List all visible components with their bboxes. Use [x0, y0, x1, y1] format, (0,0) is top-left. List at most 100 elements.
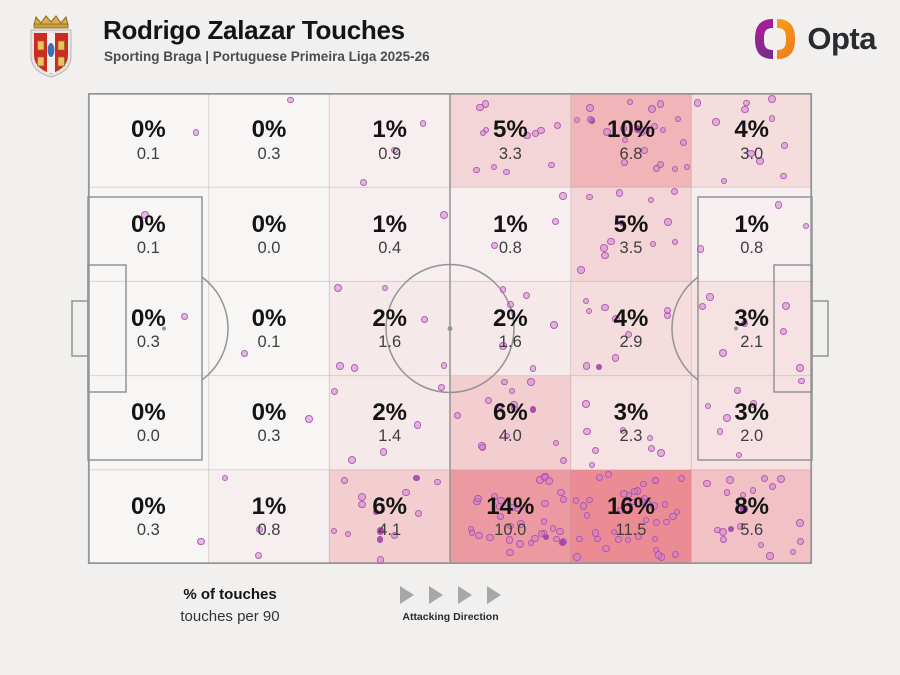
touch-dot: [545, 477, 553, 485]
zone-per90-value: 0.1: [136, 144, 160, 163]
zone-pct-value: 0%: [130, 210, 166, 238]
touch-dot: [749, 400, 758, 408]
touch-dot: [527, 539, 534, 547]
touch-dot: [556, 527, 564, 535]
zone-pct-value: 0%: [130, 398, 166, 426]
touch-dot: [592, 529, 600, 537]
touch-dot: [537, 126, 545, 135]
touch-dot: [758, 541, 765, 548]
touch-dot: [693, 99, 702, 107]
touch-dot: [718, 527, 727, 536]
touch-dot: [797, 538, 804, 546]
touch-dot: [723, 414, 732, 423]
touch-dot: [221, 475, 228, 482]
touch-dot: [510, 400, 518, 409]
touch-dot: [615, 189, 624, 197]
zone-per90-value: 1.6: [498, 332, 522, 351]
touch-dot: [802, 222, 809, 229]
touch-dot: [402, 488, 410, 497]
touch-dot: [611, 354, 619, 362]
zone-per90-value: 1.6: [378, 332, 402, 351]
touch-dot: [768, 94, 777, 103]
zone-label: 1% 0.4: [329, 187, 450, 281]
touch-dot: [344, 530, 352, 538]
touch-dot: [358, 500, 366, 509]
touch-dot: [476, 103, 484, 112]
touch-dot: [617, 507, 625, 514]
zone-label: 1% 0.8: [691, 187, 812, 281]
touch-dot: [600, 244, 608, 252]
touch-dot: [509, 387, 516, 394]
touch-dot: [192, 129, 200, 136]
zone-per90-value: 1.4: [378, 427, 402, 446]
touch-dot: [557, 488, 565, 496]
zone-label: 0% 0.3: [88, 281, 209, 375]
touch-dot: [351, 364, 359, 372]
zone-per90-value: 6.8: [619, 144, 643, 163]
touch-dot: [631, 488, 638, 495]
zone-per90-value: 0.8: [257, 521, 281, 540]
touch-dot: [501, 378, 508, 386]
zone-per90-value: 0.0: [136, 427, 160, 446]
zone-pct-value: 10%: [606, 116, 656, 144]
zone-per90-value: 3.5: [619, 238, 643, 257]
touch-dot: [522, 292, 530, 300]
touch-dot: [647, 196, 655, 204]
touch-dot: [607, 238, 615, 246]
touch-dot: [180, 313, 188, 321]
touch-dot: [559, 538, 567, 546]
touch-dot: [550, 525, 557, 532]
zone-per90-value: 0.3: [136, 521, 160, 540]
touch-dot: [439, 210, 448, 219]
zone-per90-value: 0.1: [257, 332, 281, 351]
zone-label: 4% 3.0: [691, 93, 812, 187]
touch-dot: [583, 512, 591, 519]
zone-pct-value: 1%: [372, 116, 407, 144]
touch-dot: [639, 130, 646, 137]
touch-dot: [699, 302, 707, 311]
touch-dot: [529, 406, 537, 414]
arrow-right-icon: [487, 586, 501, 604]
touch-dot: [766, 552, 774, 560]
touch-dot: [677, 474, 685, 483]
zone-pct-value: 0%: [251, 304, 287, 332]
zone-pct-value: 5%: [492, 116, 528, 144]
zone-label: 3% 2.3: [571, 376, 692, 470]
touch-dot: [663, 306, 671, 314]
touch-dot: [626, 492, 633, 499]
arrow-right-icon: [458, 586, 472, 604]
touch-dot: [559, 192, 567, 200]
touch-dot: [706, 293, 714, 301]
touch-dot: [595, 363, 603, 371]
touch-dot: [621, 137, 628, 144]
page-subtitle: Sporting Braga | Portuguese Primeira Lig…: [104, 49, 430, 64]
zone-per90-value: 0.9: [378, 144, 402, 163]
touch-dot: [517, 520, 525, 528]
zone-per90-value: 0.8: [740, 238, 764, 257]
zone-pct-value: 0%: [251, 398, 287, 426]
touch-dot: [740, 505, 748, 513]
touch-dot: [641, 147, 648, 154]
touch-dot: [583, 297, 590, 305]
zone-label: 2% 1.4: [329, 376, 450, 470]
zone-pct-value: 2%: [372, 398, 407, 426]
touch-dot: [719, 536, 727, 544]
touch-dot: [580, 502, 588, 510]
touch-dot: [496, 513, 504, 520]
touch-dot: [196, 537, 205, 546]
value-legend: % of touches touches per 90: [130, 586, 330, 625]
touch-dot: [619, 427, 627, 435]
touch-dot: [527, 378, 535, 386]
attacking-direction: Attacking Direction: [398, 586, 503, 623]
touch-dot: [586, 194, 593, 201]
touch-dot: [642, 516, 649, 523]
touch-dot: [611, 315, 620, 324]
zone-label: 5% 3.5: [571, 187, 692, 281]
touch-dot: [798, 377, 805, 385]
zone-per90-value: 3.0: [740, 144, 764, 163]
zone-label: 1% 0.8: [209, 470, 330, 564]
zone-label: 4% 2.9: [571, 281, 692, 375]
legend-pct-label: % of touches: [183, 586, 277, 603]
touch-dot: [498, 341, 507, 350]
touch-dot: [523, 131, 531, 140]
